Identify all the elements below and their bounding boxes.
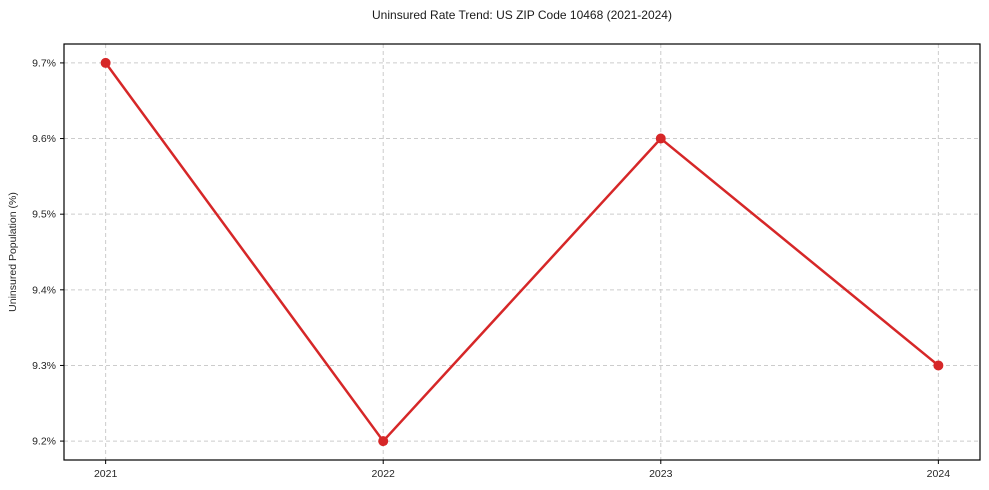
data-point-2024 — [933, 360, 944, 371]
x-tick-label: 2021 — [94, 468, 118, 480]
trend-line — [104, 61, 940, 443]
data-point-2021 — [100, 57, 111, 68]
y-tick-label: 9.3% — [32, 360, 56, 372]
y-tick-label: 9.2% — [32, 436, 56, 448]
y-tick-label: 9.7% — [32, 57, 56, 69]
data-point-2022 — [378, 436, 389, 447]
plot-border — [63, 43, 981, 461]
y-tick-label: 9.6% — [32, 133, 56, 145]
chart-title: Uninsured Rate Trend: US ZIP Code 10468 … — [372, 8, 672, 22]
data-point-2023 — [655, 133, 666, 144]
y-tick-label: 9.4% — [32, 284, 56, 296]
x-tick-label: 2022 — [372, 468, 396, 480]
x-tick-label: 2024 — [927, 468, 951, 480]
y-tick-label: 9.5% — [32, 209, 56, 221]
x-tick-label: 2023 — [649, 468, 673, 480]
